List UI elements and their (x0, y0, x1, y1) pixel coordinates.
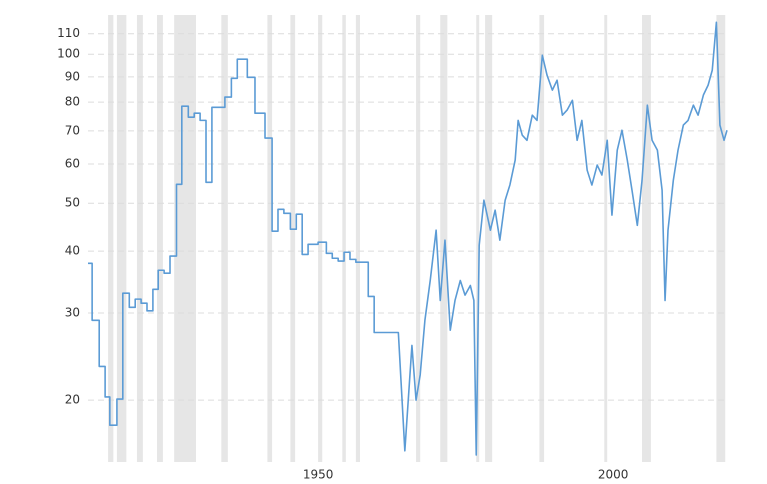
recession-band (539, 15, 545, 462)
y-tick-label: 40 (65, 244, 80, 258)
recession-band (157, 15, 163, 462)
x-tick-label: 2000 (598, 468, 629, 482)
y-tick-label: 50 (65, 196, 80, 210)
line (88, 21, 728, 456)
recession-band (416, 15, 421, 462)
recession-band (116, 15, 127, 462)
y-tick-label: 30 (65, 306, 80, 320)
y-tick-label: 70 (65, 123, 80, 137)
y-tick-label: 100 (57, 47, 80, 61)
y-tick-label: 80 (65, 95, 80, 109)
recession-band (108, 15, 114, 462)
recession-band (174, 15, 196, 462)
y-tick-label: 60 (65, 157, 80, 171)
recession-band (318, 15, 323, 462)
recession-band (136, 15, 143, 462)
recession-band (716, 15, 726, 462)
recession-band (290, 15, 296, 462)
y-tick-label: 110 (57, 26, 80, 40)
recession-band (485, 15, 493, 462)
recession-band (221, 15, 228, 462)
recession-band (604, 15, 608, 462)
y-tick-label: 90 (65, 69, 80, 83)
recession-band (642, 15, 651, 462)
x-tick-label: 1950 (303, 468, 334, 482)
recession-band (267, 15, 273, 462)
recession-band (355, 15, 361, 462)
recession-band (440, 15, 448, 462)
recession-band (342, 15, 346, 462)
y-tick-label: 20 (65, 393, 80, 407)
recession-band (476, 15, 480, 462)
